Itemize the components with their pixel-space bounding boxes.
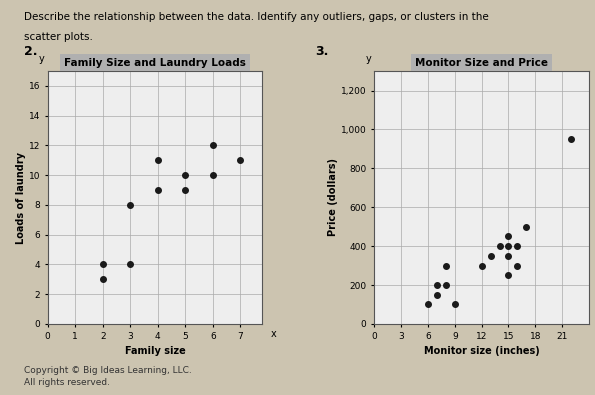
Point — [423, 301, 433, 308]
Point — [432, 292, 441, 298]
Point — [236, 157, 245, 164]
Point — [153, 187, 162, 193]
X-axis label: Family size: Family size — [125, 346, 186, 356]
Title: Monitor Size and Price: Monitor Size and Price — [415, 58, 548, 68]
Point — [208, 172, 218, 179]
X-axis label: Monitor size (inches): Monitor size (inches) — [424, 346, 540, 356]
Y-axis label: Price (dollars): Price (dollars) — [328, 158, 338, 237]
Point — [504, 272, 513, 278]
Point — [98, 276, 108, 282]
Point — [126, 261, 135, 267]
Point — [522, 224, 531, 230]
Point — [180, 187, 190, 193]
Text: Describe the relationship between the data. Identify any outliers, gaps, or clus: Describe the relationship between the da… — [24, 12, 488, 22]
Point — [504, 233, 513, 239]
Text: 2.: 2. — [24, 45, 37, 58]
Text: 3.: 3. — [315, 45, 328, 58]
Point — [495, 243, 505, 249]
Point — [98, 261, 108, 267]
Point — [450, 301, 459, 308]
Text: x: x — [271, 329, 277, 339]
Text: y: y — [366, 54, 371, 64]
Point — [513, 243, 522, 249]
Point — [126, 202, 135, 208]
Point — [208, 142, 218, 149]
Point — [441, 282, 450, 288]
Point — [504, 243, 513, 249]
Point — [153, 157, 162, 164]
Title: Family Size and Laundry Loads: Family Size and Laundry Loads — [64, 58, 246, 68]
Y-axis label: Loads of laundry: Loads of laundry — [15, 152, 26, 243]
Point — [477, 262, 486, 269]
Point — [432, 282, 441, 288]
Text: Copyright © Big Ideas Learning, LLC.
All rights reserved.: Copyright © Big Ideas Learning, LLC. All… — [24, 366, 192, 387]
Point — [441, 262, 450, 269]
Point — [513, 262, 522, 269]
Text: scatter plots.: scatter plots. — [24, 32, 93, 41]
Point — [566, 136, 576, 142]
Point — [486, 253, 495, 259]
Text: y: y — [39, 54, 45, 64]
Point — [504, 253, 513, 259]
Point — [180, 172, 190, 179]
